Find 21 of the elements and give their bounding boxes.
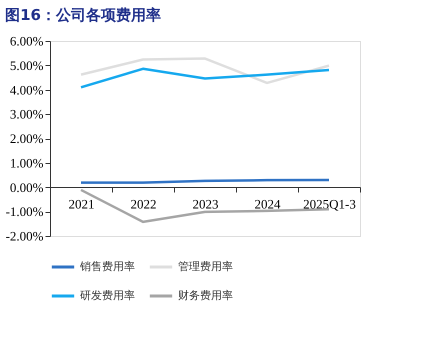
y-tick-label: 3.00% (10, 106, 44, 122)
x-tick-label: 2024 (254, 196, 281, 212)
y-tick-label: 4.00% (10, 82, 44, 98)
y-tick-label: 0.00% (10, 180, 44, 195)
legend-label: 销售费用率 (79, 260, 135, 273)
y-tick-label: -2.00% (6, 228, 44, 244)
y-tick-label: 5.00% (10, 58, 44, 73)
y-tick-label: 2.00% (10, 131, 44, 146)
y-tick-label: -1.00% (6, 204, 44, 220)
y-tick-label: 6.00% (10, 34, 44, 48)
legend-label: 研发费用率 (80, 289, 135, 302)
chart-title: 图16：公司各项费用率 (5, 6, 161, 24)
line-series (80, 57, 330, 84)
line-series (80, 68, 330, 89)
x-tick-label: 2023 (192, 196, 218, 212)
x-tick-label: 2022 (130, 196, 156, 212)
x-tick-label: 2025Q1-3 (303, 196, 356, 212)
y-tick-label: 1.00% (10, 155, 44, 170)
legend-label: 财务费用率 (178, 289, 233, 302)
legend-label: 管理费用率 (178, 260, 233, 273)
x-tick-label: 2021 (68, 196, 94, 212)
